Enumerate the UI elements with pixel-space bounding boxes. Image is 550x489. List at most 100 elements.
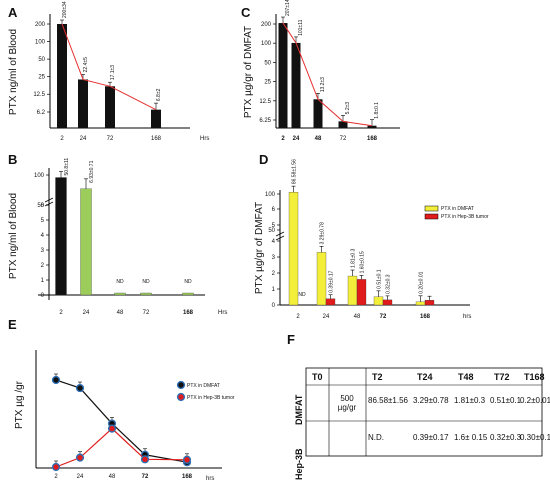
panel-b-bar	[140, 292, 152, 296]
table-cell: 0.39±0.17	[413, 433, 449, 442]
panel-b-x-tick: 72	[143, 310, 150, 316]
table-header-cell: T24	[417, 372, 433, 382]
panel-a-y-label: PTX ng/ml of Blood	[8, 29, 19, 115]
panel-a-y-tick-label: 25	[38, 75, 45, 81]
panel-label-f: F	[287, 332, 295, 347]
panel-label-d: D	[259, 152, 268, 167]
panel-b-y-label: PTX ng/ml of Blood	[8, 193, 19, 279]
panel-e-point-hep3b	[107, 424, 117, 433]
panel-label-a: A	[8, 5, 18, 20]
panel-d-x-tick: 2	[296, 314, 300, 320]
panel-d-y-tick-label: 6	[272, 207, 276, 213]
panel-c-trend-line	[282, 22, 373, 127]
panel-c-y-label: PTX µg/gr of DMFAT	[243, 26, 254, 118]
table-border	[305, 367, 543, 457]
table-cell: 1.81±0.3	[454, 396, 486, 405]
panel-c-data-label: 207±14	[285, 0, 291, 16]
panel-c-x-tick: 168	[367, 136, 378, 142]
panel-d-axis-break	[275, 231, 285, 237]
panel-d-y-tick-label: 50	[268, 228, 275, 234]
panel-d-y-label: PTX µg/gr of DMFAT	[254, 202, 265, 294]
panel-b-x-tick: 168	[183, 310, 194, 316]
panel-b-y-tick-label: 5	[41, 218, 45, 224]
panel-d-bar-hep3b	[325, 298, 336, 306]
panel-c-bar	[367, 125, 377, 128]
panel-a-chart: PTX ng/ml of Blood Hrs 6.2 12.5 25 50 100 200…	[8, 1, 209, 142]
panel-d-y-tick-label: 1	[272, 287, 276, 293]
panel-e-point-dmfat	[75, 383, 85, 393]
panel-a-y-tick-label: 100	[35, 40, 46, 46]
panel-b-bar	[182, 292, 194, 296]
panel-e-point-hep3b	[182, 455, 192, 464]
panel-d-bar-hep3b	[356, 279, 367, 306]
panel-c-bar	[291, 42, 301, 128]
panel-a-y-tick-label: 6.2	[37, 110, 46, 116]
panel-a-y-tick-label: 12.5	[33, 92, 45, 98]
panel-d-y-tick-label: 100	[265, 192, 276, 198]
table-cell: 3.29±0.78	[413, 396, 449, 405]
panel-a-y-tick-label: 200	[35, 22, 46, 28]
panel-d-legend-hep3b-swatch	[424, 213, 439, 220]
panel-c-x-tick: 24	[293, 136, 300, 142]
panel-e-point-dmfat	[51, 375, 61, 385]
panel-b-x-tick: 48	[117, 310, 124, 316]
panel-d-y-tick-label: 4	[272, 239, 276, 245]
panel-d-y-tick-label: 5	[272, 223, 276, 229]
panel-c-y-tick-label: 25	[264, 80, 271, 86]
panel-a-x-tick: 2	[60, 136, 64, 142]
panel-e-point-hep3b	[75, 453, 85, 462]
panel-b-bar	[114, 292, 126, 296]
panel-a-data-label: 22.4±5	[83, 57, 89, 72]
panel-b-chart: PTX ng/ml of Blood Hrs 0 1 2 3 4 5 650 100 50.8…	[8, 158, 227, 316]
panel-a-x-tick: 24	[80, 136, 87, 142]
panel-d-y-tick-label: 2	[272, 271, 276, 277]
panel-b-y-tick-label: 6	[41, 203, 45, 209]
panel-c-chart: PTX µg/gr of DMFAT 6.25 12.5 25 50 100 200 20…	[243, 0, 400, 142]
panel-b-x-unit: Hrs	[218, 310, 227, 316]
table-cell-t0: 500	[340, 394, 354, 403]
panel-a-x-tick: 168	[151, 136, 162, 142]
panel-d-x-tick: 24	[323, 314, 330, 320]
panel-d-y-tick-label: 0	[272, 303, 276, 309]
panel-a-bar	[78, 79, 88, 128]
panel-c-y-tick-label: 12.5	[259, 99, 271, 105]
panel-c-data-label: 1.8±0.1	[374, 102, 380, 119]
panel-c-data-label: 5.2±3	[345, 102, 351, 115]
table-row-label: Hep-3B	[294, 448, 304, 480]
table-header-cell: T168	[524, 372, 545, 382]
panel-d-bar-dmfat	[373, 296, 384, 306]
panel-b-y-tick-label: 0	[41, 293, 45, 299]
panel-e-x-tick: 72	[142, 474, 149, 480]
panel-e-x-unit: hrs	[206, 476, 214, 482]
panel-b-data-label: 6.93±0.71	[89, 160, 95, 182]
panel-d-data-label-dmfat: 86.58±1.56	[292, 159, 298, 184]
panel-b-y-tick-label: 100	[34, 173, 45, 179]
panel-a-data-label: 17.1±3	[110, 65, 116, 80]
panel-a-data-label: 200±34	[62, 1, 68, 18]
panel-d-data-label-hep3b: 0.39±0.17	[329, 270, 335, 292]
panel-b-y-tick-label: 3	[41, 248, 45, 254]
panel-d-bar-hep3b	[424, 300, 435, 306]
panel-d-bar-dmfat	[288, 191, 299, 306]
panel-d-data-label-dmfat: 1.81±0.3	[351, 248, 357, 268]
panel-c-x-tick: 72	[340, 136, 347, 142]
panel-a-trend-line	[61, 23, 157, 111]
panel-e-x-tick: 2	[54, 474, 58, 480]
panel-e-legend-hep3b: PTX in Hep-3B tumor	[187, 395, 235, 401]
table-header-cell: T2	[372, 372, 383, 382]
table-row-label: DMFAT	[294, 394, 304, 425]
panel-d-data-label-dmfat: 3.29±0.78	[320, 222, 326, 244]
panel-c-data-label: 101±11	[298, 19, 304, 35]
panel-a-y-tick-label: 50	[38, 57, 45, 63]
panel-d-x-tick: 168	[420, 314, 431, 320]
panel-a-bar	[105, 86, 115, 128]
panel-a-bar	[151, 109, 161, 128]
panel-b-x-tick: 24	[83, 310, 90, 316]
panel-c-bar	[278, 23, 288, 128]
panel-b-data-label: ND	[184, 279, 192, 285]
panel-label-c: C	[241, 5, 251, 20]
panel-d-data-label-dmfat: 0.20±0.01	[419, 271, 425, 293]
panel-label-b: B	[8, 152, 17, 167]
panel-a-data-label: 6.8±2	[156, 88, 162, 101]
